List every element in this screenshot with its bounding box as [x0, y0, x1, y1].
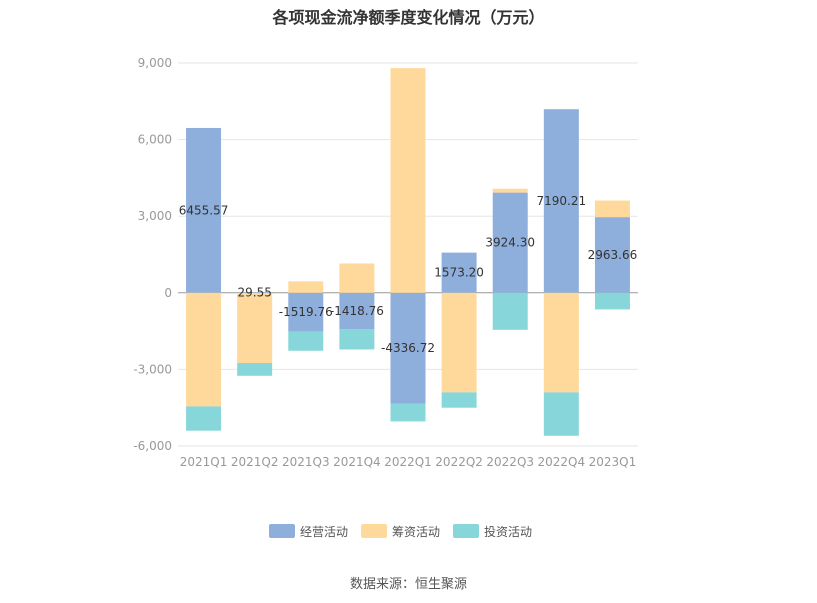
x-tick-label: 2022Q3 [486, 455, 534, 469]
bar-经营活动 [288, 292, 324, 332]
y-tick-label: 0 [164, 286, 172, 300]
bar-投资活动 [339, 329, 375, 350]
bar-筹资活动 [594, 200, 630, 218]
data-source: 数据来源：恒生聚源 [349, 577, 467, 592]
x-tick-label: 2023Q1 [589, 455, 637, 469]
bar-经营活动 [237, 292, 273, 293]
data-label: 7190.21 [537, 194, 587, 208]
bar-投资活动 [186, 406, 222, 431]
data-label: 3924.30 [485, 236, 535, 250]
legend-label: 投资活动 [484, 524, 532, 539]
legend-swatch [361, 524, 387, 538]
x-tick-label: 2022Q2 [435, 455, 483, 469]
chart-title: 各项现金流净额季度变化情况（万元） [272, 8, 545, 27]
bar-筹资活动 [288, 281, 324, 293]
x-tick-label: 2022Q4 [538, 455, 586, 469]
data-label: -4336.72 [381, 341, 435, 355]
legend-label: 筹资活动 [392, 525, 440, 539]
x-tick-label: 2021Q3 [282, 455, 330, 469]
y-tick-label: 3,000 [138, 209, 172, 223]
y-tick-label: -3,000 [133, 362, 172, 376]
bar-筹资活动 [237, 292, 273, 364]
bar-经营活动 [594, 217, 630, 293]
data-label: 2963.66 [588, 248, 638, 262]
bar-投资活动 [441, 392, 477, 408]
data-label: 1573.20 [434, 266, 484, 280]
bar-经营活动 [492, 192, 528, 293]
bar-投资活动 [543, 392, 579, 436]
bar-经营活动 [390, 292, 426, 404]
y-tick-label: 6,000 [138, 133, 172, 147]
bar-投资活动 [288, 331, 324, 351]
bar-投资活动 [390, 403, 426, 422]
bar-投资活动 [594, 292, 630, 310]
bar-经营活动 [543, 109, 579, 293]
bar-经营活动 [339, 292, 375, 330]
x-tick-label: 2021Q4 [333, 455, 381, 469]
bar-投资活动 [237, 363, 273, 376]
bar-筹资活动 [186, 292, 222, 407]
bar-筹资活动 [339, 263, 375, 293]
y-tick-label: 9,000 [138, 56, 172, 70]
data-label: 6455.57 [179, 203, 229, 217]
data-label: -1418.76 [330, 304, 384, 318]
data-label: 29.55 [237, 285, 271, 299]
bar-筹资活动 [390, 68, 426, 293]
legend-label: 经营活动 [300, 525, 348, 539]
bar-筹资活动 [543, 292, 579, 393]
legend-swatch [269, 524, 295, 538]
x-tick-label: 2021Q1 [180, 455, 228, 469]
bar-投资活动 [492, 292, 528, 330]
bar-经营活动 [186, 127, 222, 293]
x-tick-label: 2022Q1 [384, 455, 432, 469]
bar-经营活动 [441, 252, 477, 293]
bar-筹资活动 [441, 292, 477, 393]
x-tick-label: 2021Q2 [231, 455, 279, 469]
y-tick-label: -6,000 [133, 439, 172, 453]
bar-筹资活动 [492, 188, 528, 193]
data-label: -1519.76 [279, 305, 333, 319]
legend-swatch [453, 524, 479, 538]
